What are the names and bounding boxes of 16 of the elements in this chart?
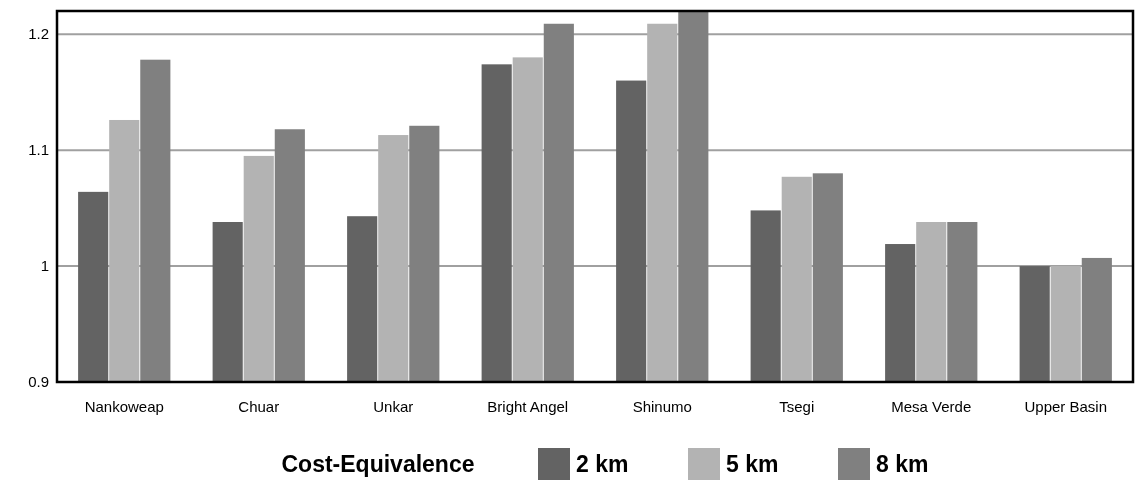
legend-label: 2 km	[576, 451, 629, 478]
legend-label: 8 km	[876, 451, 929, 478]
y-tick-label: 1	[40, 257, 49, 275]
x-tick-label: Bright Angel	[487, 398, 569, 415]
y-tick-label: 0.9	[28, 373, 49, 391]
y-tick-label: 1.1	[28, 141, 49, 159]
x-tick-label: Mesa Verde	[891, 398, 972, 415]
x-tick-label: Upper Basin	[1024, 398, 1108, 415]
legend-label: 5 km	[726, 451, 779, 478]
x-tick-label: Shinumo	[632, 398, 692, 415]
x-tick-label: Chuar	[238, 398, 280, 415]
x-tick-label: Nankoweap	[84, 398, 164, 415]
x-tick-label: Tsegi	[779, 398, 815, 415]
x-tick-label: Unkar	[373, 398, 414, 415]
y-tick-label: 1.2	[28, 25, 49, 43]
legend-title: Cost-Equivalence	[281, 451, 475, 478]
